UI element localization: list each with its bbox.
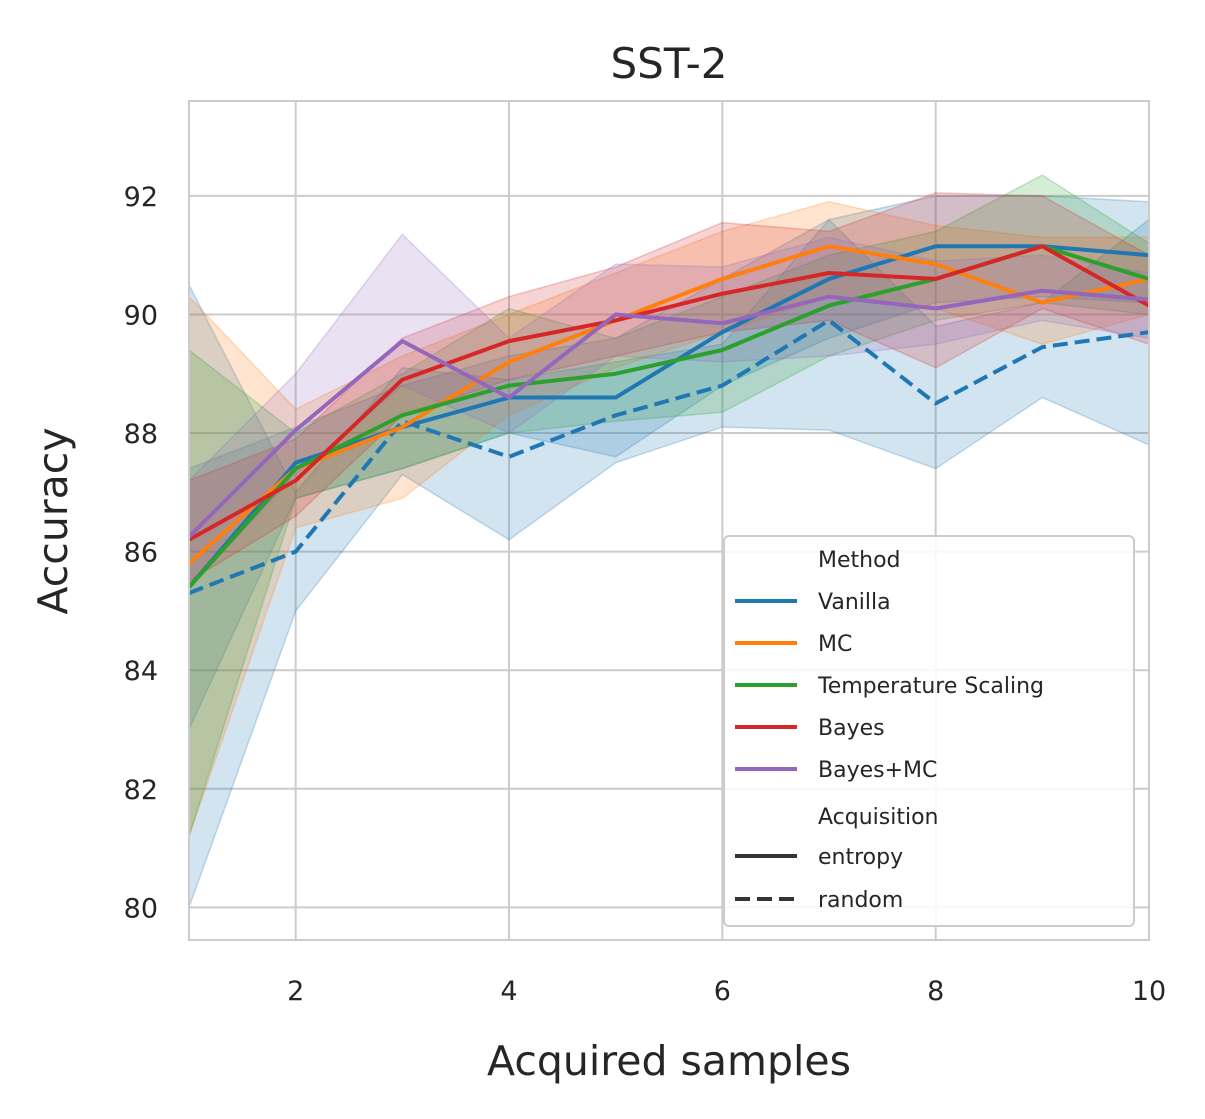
series-line [187, 288, 1150, 539]
series-line [188, 318, 1150, 595]
legend-label: Bayes+MC [818, 758, 937, 783]
legend-label: random [818, 888, 903, 913]
legend: Method Vanilla MC Temperature Scaling Bayes… [723, 535, 1135, 927]
series-line [188, 244, 1150, 542]
chart-title: SST-2 [611, 39, 728, 88]
grid [189, 101, 1150, 940]
x-tick-label: 6 [714, 976, 731, 1007]
x-tick-label: 2 [287, 976, 304, 1007]
legend-label: Vanilla [818, 590, 891, 615]
x-axis-title: Acquired samples [487, 1037, 851, 1085]
y-tick-label: 82 [124, 775, 158, 806]
legend-label: Bayes [818, 716, 885, 741]
series-lines [187, 244, 1150, 595]
y-tick-label: 90 [124, 300, 158, 331]
legend-methods: Vanilla MC Temperature Scaling Bayes Bayes+M… [735, 590, 1044, 783]
y-tick-label: 84 [124, 656, 158, 687]
legend-label: entropy [818, 845, 903, 870]
x-tick-label: 10 [1132, 976, 1166, 1007]
legend-box [723, 535, 1135, 927]
y-axis-title: Accuracy [29, 427, 77, 614]
legend-title-method: Method [818, 548, 901, 573]
legend-label: MC [818, 632, 852, 657]
legend-title-acquisition: Acquisition [818, 805, 939, 830]
y-tick-label: 92 [124, 182, 158, 213]
y-tick-label: 86 [124, 538, 158, 569]
series-line [187, 244, 1150, 565]
x-tick-label: 4 [500, 976, 517, 1007]
legend-styles: entropy random [735, 845, 903, 913]
y-tick-label: 80 [124, 893, 158, 924]
x-tick-label: 8 [927, 976, 944, 1007]
plot-frame [188, 100, 1150, 941]
x-tick-labels: 2 4 6 8 10 [287, 976, 1166, 1007]
legend-label: Temperature Scaling [817, 674, 1044, 699]
y-tick-labels: 80 82 84 86 88 90 92 [124, 182, 158, 925]
series-line [187, 244, 1150, 589]
y-tick-label: 88 [124, 419, 158, 450]
